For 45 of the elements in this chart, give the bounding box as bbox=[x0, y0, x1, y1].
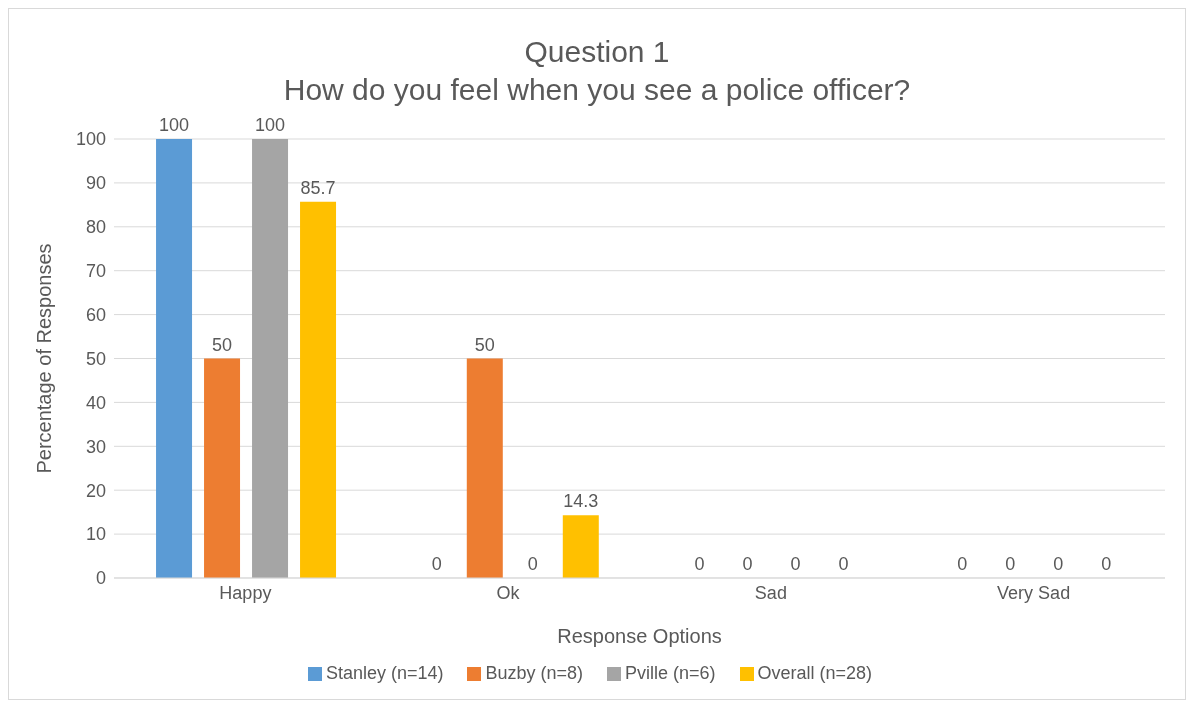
y-tick-label: 100 bbox=[75, 129, 106, 150]
y-axis-title: Percentage of Responses bbox=[33, 243, 56, 474]
legend-label: Pville (n=6) bbox=[625, 663, 716, 683]
bar bbox=[204, 358, 241, 578]
y-tick-label: 90 bbox=[85, 173, 106, 194]
legend-label: Stanley (n=14) bbox=[325, 663, 444, 683]
data-label: 0 bbox=[742, 553, 753, 574]
y-tick-label: 50 bbox=[85, 348, 106, 369]
legend-label: Buzby (n=8) bbox=[485, 663, 584, 683]
data-label: 100 bbox=[255, 115, 286, 135]
y-tick-label: 70 bbox=[85, 261, 106, 282]
chart-subtitle: How do you feel when you see a police officer? bbox=[282, 72, 912, 108]
data-label: 0 bbox=[790, 553, 801, 574]
data-label: 0 bbox=[1101, 553, 1112, 574]
y-tick-label: 30 bbox=[85, 436, 106, 457]
chart-title: Question 1 bbox=[523, 34, 671, 70]
x-tick-label: Happy bbox=[219, 582, 272, 603]
data-label: 14.3 bbox=[563, 491, 599, 512]
data-label: 0 bbox=[1053, 553, 1064, 574]
data-label: 0 bbox=[957, 553, 968, 574]
data-label: 0 bbox=[694, 553, 705, 574]
x-axis-title: Response Options bbox=[557, 625, 722, 647]
y-tick-label: 80 bbox=[85, 217, 106, 238]
data-label: 50 bbox=[474, 334, 495, 355]
x-tick-label: Very Sad bbox=[997, 582, 1071, 603]
legend-label: Overall (n=28) bbox=[757, 663, 873, 683]
data-label: 0 bbox=[838, 553, 849, 574]
y-tick-label: 40 bbox=[85, 392, 106, 413]
y-tick-label: 0 bbox=[95, 568, 106, 589]
x-tick-label: Sad bbox=[754, 582, 787, 603]
y-tick-label: 60 bbox=[85, 304, 106, 325]
x-tick-label: Ok bbox=[496, 582, 521, 603]
bar bbox=[562, 515, 599, 578]
data-label: 0 bbox=[431, 553, 442, 574]
data-label: 50 bbox=[212, 334, 233, 355]
bar bbox=[300, 201, 337, 578]
y-tick-label: 20 bbox=[85, 480, 106, 501]
data-label: 85.7 bbox=[300, 177, 336, 198]
bar bbox=[252, 139, 289, 578]
bar bbox=[156, 139, 193, 578]
data-label: 0 bbox=[527, 553, 538, 574]
bar bbox=[466, 358, 503, 578]
data-label: 0 bbox=[1005, 553, 1016, 574]
data-label: 100 bbox=[159, 115, 190, 135]
y-tick-label: 10 bbox=[85, 524, 106, 545]
